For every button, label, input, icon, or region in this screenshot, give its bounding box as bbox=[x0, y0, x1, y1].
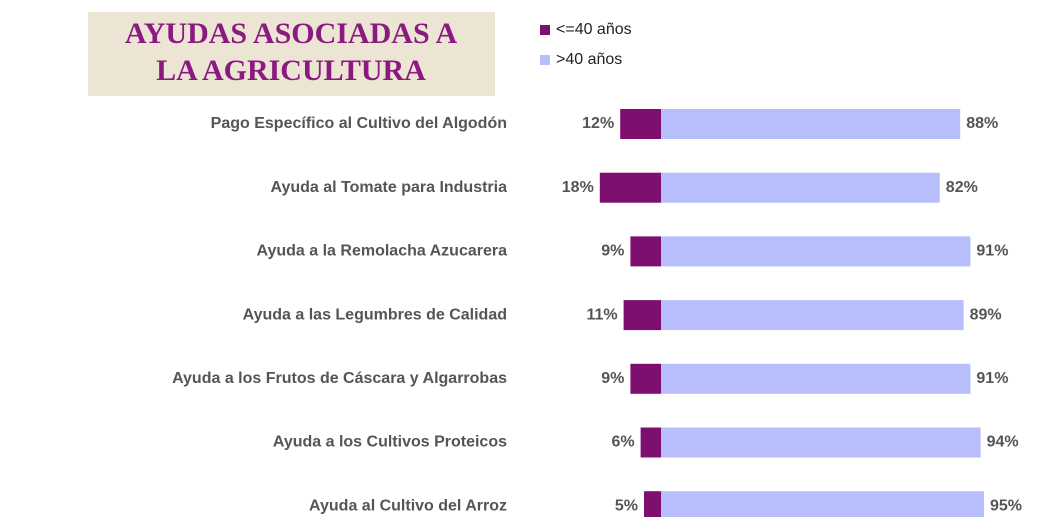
category-label: Ayuda al Cultivo del Arroz bbox=[309, 497, 507, 514]
bar bbox=[620, 109, 661, 139]
bar bbox=[630, 363, 661, 394]
value-label: 89% bbox=[970, 306, 1002, 323]
legend-swatch bbox=[540, 55, 550, 65]
chart-title: AYUDAS ASOCIADAS A bbox=[125, 17, 458, 50]
bar bbox=[623, 300, 661, 331]
bar bbox=[661, 427, 981, 458]
bar bbox=[661, 109, 961, 139]
value-label: 12% bbox=[582, 115, 614, 132]
bar bbox=[661, 363, 971, 394]
value-label: 9% bbox=[601, 243, 624, 260]
chart-title: LA AGRICULTURA bbox=[156, 54, 426, 87]
value-label: 82% bbox=[946, 179, 978, 196]
bar bbox=[661, 300, 964, 331]
bar bbox=[599, 172, 661, 203]
value-label: 95% bbox=[990, 497, 1022, 514]
bar bbox=[640, 427, 661, 458]
value-label: 11% bbox=[586, 306, 617, 323]
category-label: Pago Específico al Cultivo del Algodón bbox=[211, 115, 507, 132]
category-label: Ayuda a las Legumbres de Calidad bbox=[243, 306, 507, 323]
value-label: 9% bbox=[601, 370, 624, 387]
category-label: Ayuda a los Frutos de Cáscara y Algarrob… bbox=[172, 370, 507, 387]
bar bbox=[644, 491, 661, 517]
value-label: 5% bbox=[615, 497, 638, 514]
category-label: Ayuda al Tomate para Industria bbox=[271, 179, 508, 196]
value-label: 18% bbox=[562, 179, 594, 196]
title-box bbox=[88, 12, 495, 96]
bar bbox=[661, 236, 971, 267]
value-label: 6% bbox=[611, 434, 634, 451]
legend-label: >40 años bbox=[556, 51, 622, 68]
bar bbox=[630, 236, 661, 267]
category-label: Ayuda a la Remolacha Azucarera bbox=[257, 243, 508, 260]
legend-label: <=40 años bbox=[556, 21, 632, 38]
value-label: 91% bbox=[976, 370, 1008, 387]
bar bbox=[661, 172, 940, 203]
bar bbox=[661, 491, 984, 517]
value-label: 88% bbox=[966, 115, 998, 132]
category-label: Ayuda a los Cultivos Proteicos bbox=[273, 434, 507, 451]
value-label: 94% bbox=[987, 434, 1019, 451]
legend-swatch bbox=[540, 25, 550, 35]
value-label: 91% bbox=[976, 243, 1008, 260]
